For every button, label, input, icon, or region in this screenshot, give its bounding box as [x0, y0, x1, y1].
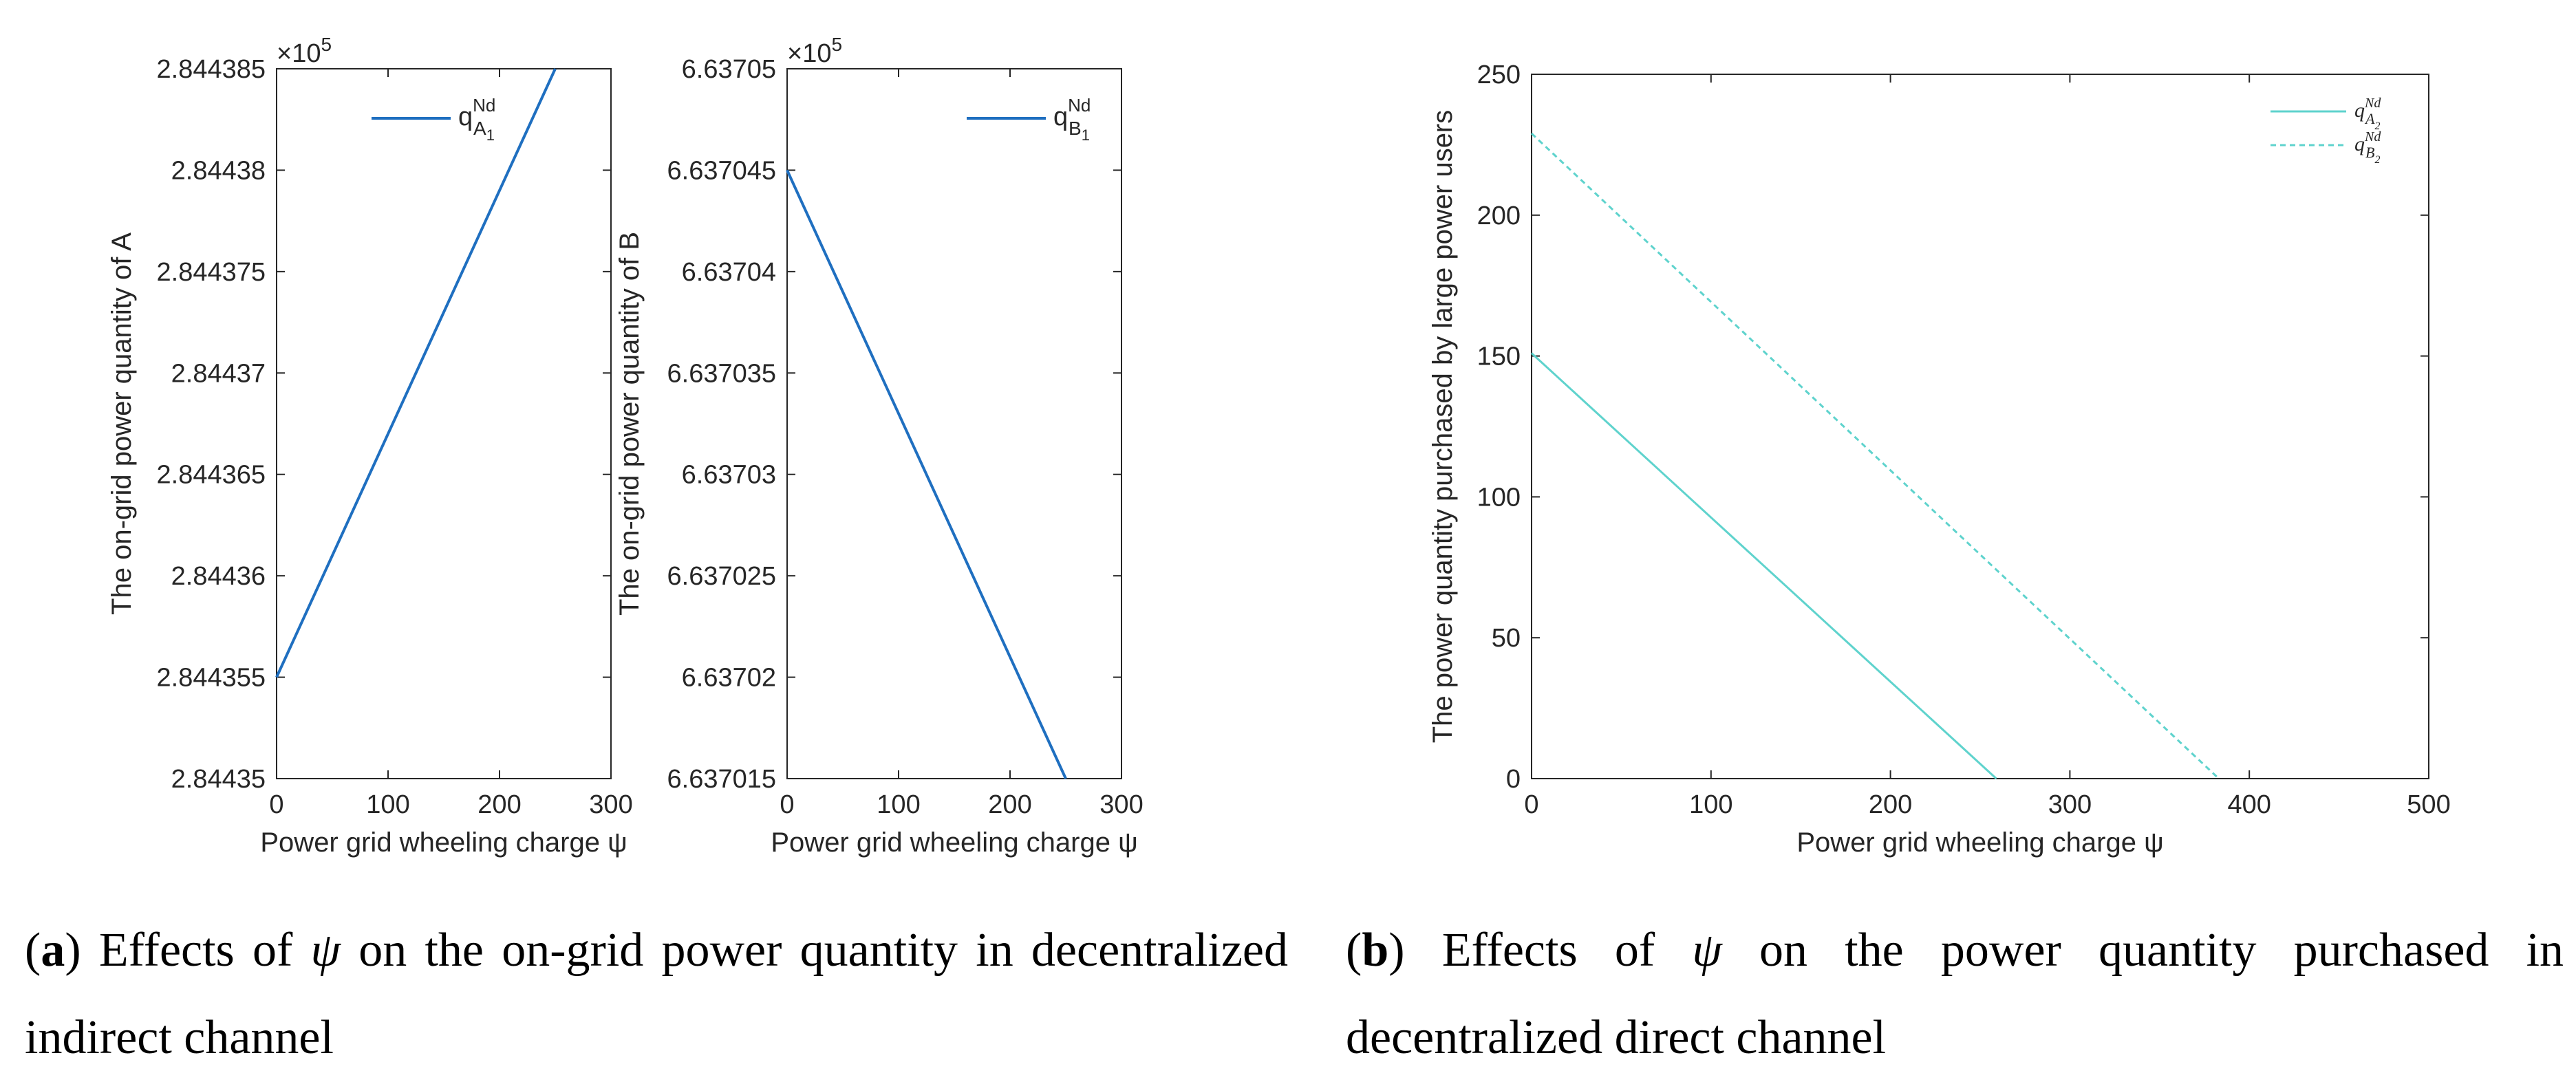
- y-exponent-base: ×10: [787, 39, 831, 68]
- legend-superscript: Nd: [473, 95, 495, 116]
- y-tick-label: 6.637015: [667, 765, 777, 794]
- legend-subsubscript: 1: [486, 127, 495, 144]
- caption-a-text-2: on the on-grid power quantity in decentr…: [25, 924, 1289, 1064]
- y-tick-label: 2.844385: [157, 55, 266, 84]
- x-tick-label: 100: [877, 790, 920, 819]
- y-tick-label: 6.637035: [667, 359, 777, 388]
- x-tick-label: 200: [988, 790, 1031, 819]
- y-tick-label: 200: [1477, 202, 1521, 230]
- legend-label: qNd A1: [458, 95, 495, 144]
- series-line-a2: [1530, 352, 1997, 780]
- y-tick-label: 6.63703: [682, 461, 776, 490]
- y-axis-label: The power quantity purchased by large po…: [1428, 110, 1458, 744]
- legend-symbol: q: [458, 102, 473, 131]
- y-exponent-base: ×10: [277, 39, 321, 68]
- legend-superscript: Nd: [1068, 95, 1091, 116]
- y-tick-label: 2.84437: [171, 359, 266, 388]
- x-tick-label: 300: [2048, 790, 2092, 819]
- axes-box: [1531, 74, 2429, 779]
- y-tick-label: 50: [1492, 624, 1521, 653]
- legend-subscript: A: [2364, 110, 2375, 127]
- y-tick-label: 100: [1477, 483, 1521, 512]
- y-exponent-power: 5: [321, 34, 332, 55]
- x-tick-label: 300: [1099, 790, 1143, 819]
- legend-subsubscript: 1: [1082, 127, 1090, 144]
- y-tick-label: 6.637045: [667, 156, 777, 185]
- y-exponent-power: 5: [831, 34, 842, 55]
- legend-label: qNd B2: [2354, 129, 2381, 166]
- x-axis-label: Power grid wheeling charge ψ: [1796, 827, 2163, 858]
- y-tick-label: 2.844365: [157, 461, 266, 490]
- x-axis-label: Power grid wheeling charge ψ: [771, 827, 1137, 858]
- y-tick-label: 6.637025: [667, 562, 777, 591]
- caption-b-label: b: [1362, 924, 1389, 977]
- legend-superscript: Nd: [2364, 96, 2381, 111]
- chart-a1: 0 100 200 300 2.84435 2.844355 2.84436 2.844365…: [107, 34, 633, 858]
- y-tick-label: 2.84436: [171, 562, 266, 591]
- y-tick-label: 2.84438: [171, 156, 266, 185]
- chart-b: 0 100 200 300 400 500 0 50 100 150 200 250 Power gri…: [1428, 61, 2451, 858]
- y-tick-label: 6.63702: [682, 664, 776, 693]
- series-line-b2: [1530, 132, 2220, 780]
- series-line-a1: [275, 68, 557, 678]
- legend-symbol: q: [2354, 99, 2365, 122]
- x-tick-label: 100: [366, 790, 409, 819]
- caption-a-label: a: [41, 924, 65, 977]
- y-tick-label: 6.63705: [682, 55, 776, 84]
- legend-symbol: q: [2354, 133, 2365, 155]
- y-tick-label: 2.84435: [171, 765, 266, 794]
- x-tick-label: 300: [589, 790, 632, 819]
- x-tick-label: 0: [780, 790, 794, 819]
- series-line-b1: [786, 169, 1067, 779]
- legend-subsubscript: 2: [2374, 154, 2380, 166]
- x-tick-label: 0: [269, 790, 283, 819]
- y-axis-label: The on-grid power quantity of B: [614, 232, 645, 616]
- axes-box: [276, 68, 612, 779]
- legend-superscript: Nd: [2364, 129, 2381, 144]
- x-axis-label: Power grid wheeling charge ψ: [260, 827, 627, 858]
- caption-b-symbol: ψ: [1692, 924, 1722, 977]
- legend-subscript: B: [2365, 144, 2374, 161]
- y-axis-label: The on-grid power quantity of A: [107, 232, 137, 615]
- legend-subsubscript: 2: [2374, 120, 2380, 132]
- legend-label: qNd A2: [2354, 96, 2381, 132]
- y-tick-label: 6.63704: [682, 258, 776, 287]
- caption-b-text-1: Effects of: [1441, 924, 1655, 977]
- legend-subscript: B: [1069, 118, 1082, 139]
- caption-a-symbol: ψ: [310, 924, 341, 977]
- y-tick-label: 2.844375: [157, 258, 266, 287]
- legend-subscript: A: [473, 118, 486, 139]
- x-tick-label: 100: [1689, 790, 1732, 819]
- axes-box: [786, 68, 1122, 779]
- y-tick-label: 150: [1477, 343, 1521, 371]
- y-tick-label: 0: [1506, 765, 1521, 794]
- y-tick-label: 250: [1477, 61, 1521, 89]
- y-exponent-label: ×105: [277, 34, 332, 68]
- x-tick-label: 200: [477, 790, 521, 819]
- chart-a2: 0 100 200 300 6.637015 6.63702 6.637025 6.63703…: [614, 34, 1144, 858]
- x-tick-label: 400: [2227, 790, 2271, 819]
- x-tick-label: 200: [1869, 790, 1912, 819]
- caption-a-text-1: Effects of: [98, 924, 293, 977]
- legend-label: qNd B1: [1053, 95, 1091, 144]
- caption-a: (a) Effects of ψ on the on-grid power qu…: [25, 924, 1289, 1064]
- legend-symbol: q: [1053, 102, 1068, 131]
- caption-b-text-2: on the power quantity purchased in decen…: [1346, 924, 2564, 1064]
- y-tick-label: 2.844355: [157, 664, 266, 693]
- x-tick-label: 500: [2407, 790, 2450, 819]
- x-tick-label: 0: [1524, 790, 1538, 819]
- y-exponent-label: ×105: [787, 34, 842, 68]
- caption-b: (b) Effects of ψ on the power quantity p…: [1346, 924, 2564, 1064]
